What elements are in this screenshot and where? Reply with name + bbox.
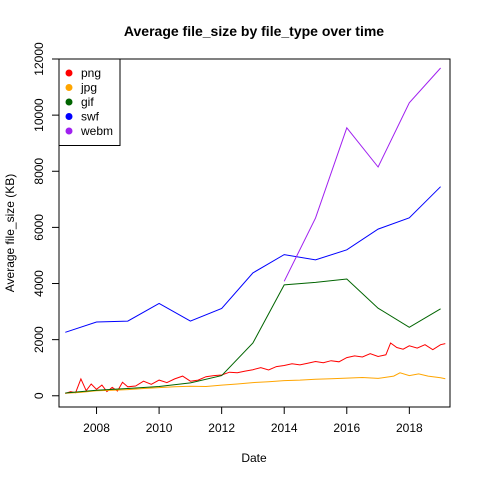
series-line-webm <box>283 67 441 282</box>
x-tick-label: 2014 <box>271 421 298 435</box>
y-axis: 0 2000 4000 6000 8000 10000 12000 <box>32 42 60 399</box>
legend-label-webm: webm <box>80 124 113 138</box>
series-line-jpg <box>65 372 446 394</box>
y-tick-label: 2000 <box>32 326 46 353</box>
legend-marker-jpg <box>65 84 73 91</box>
series-line-gif <box>65 278 441 394</box>
y-tick-label: 0 <box>32 392 46 399</box>
x-tick-label: 2016 <box>333 421 360 435</box>
y-tick-label: 6000 <box>32 214 46 241</box>
y-tick-label: 10000 <box>32 98 46 132</box>
legend-marker-gif <box>65 98 73 106</box>
x-axis-label: Date <box>241 451 267 465</box>
legend-label-png: png <box>81 66 101 80</box>
x-tick-label: 2012 <box>208 421 235 435</box>
series-line-png <box>65 342 446 394</box>
y-tick-label: 4000 <box>32 270 46 297</box>
legend-label-jpg: jpg <box>80 81 97 95</box>
legend-label-gif: gif <box>81 95 94 109</box>
series-line-swf <box>65 186 441 333</box>
x-tick-label: 2010 <box>146 421 173 435</box>
legend-marker-png <box>65 69 73 77</box>
y-tick-label: 8000 <box>32 158 46 185</box>
legend-marker-webm <box>65 127 73 135</box>
x-tick-label: 2018 <box>396 421 423 435</box>
x-axis: 2008 2010 2012 2014 2016 2018 <box>83 406 423 435</box>
x-tick-label: 2008 <box>83 421 110 435</box>
series-layer <box>65 67 446 394</box>
chart-title: Average file_size by file_type over time <box>124 23 384 39</box>
y-axis-label: Average file_size (KB) <box>3 174 17 293</box>
y-tick-label: 12000 <box>32 42 46 76</box>
legend-label-swf: swf <box>81 110 100 124</box>
legend-marker-swf <box>65 113 73 120</box>
